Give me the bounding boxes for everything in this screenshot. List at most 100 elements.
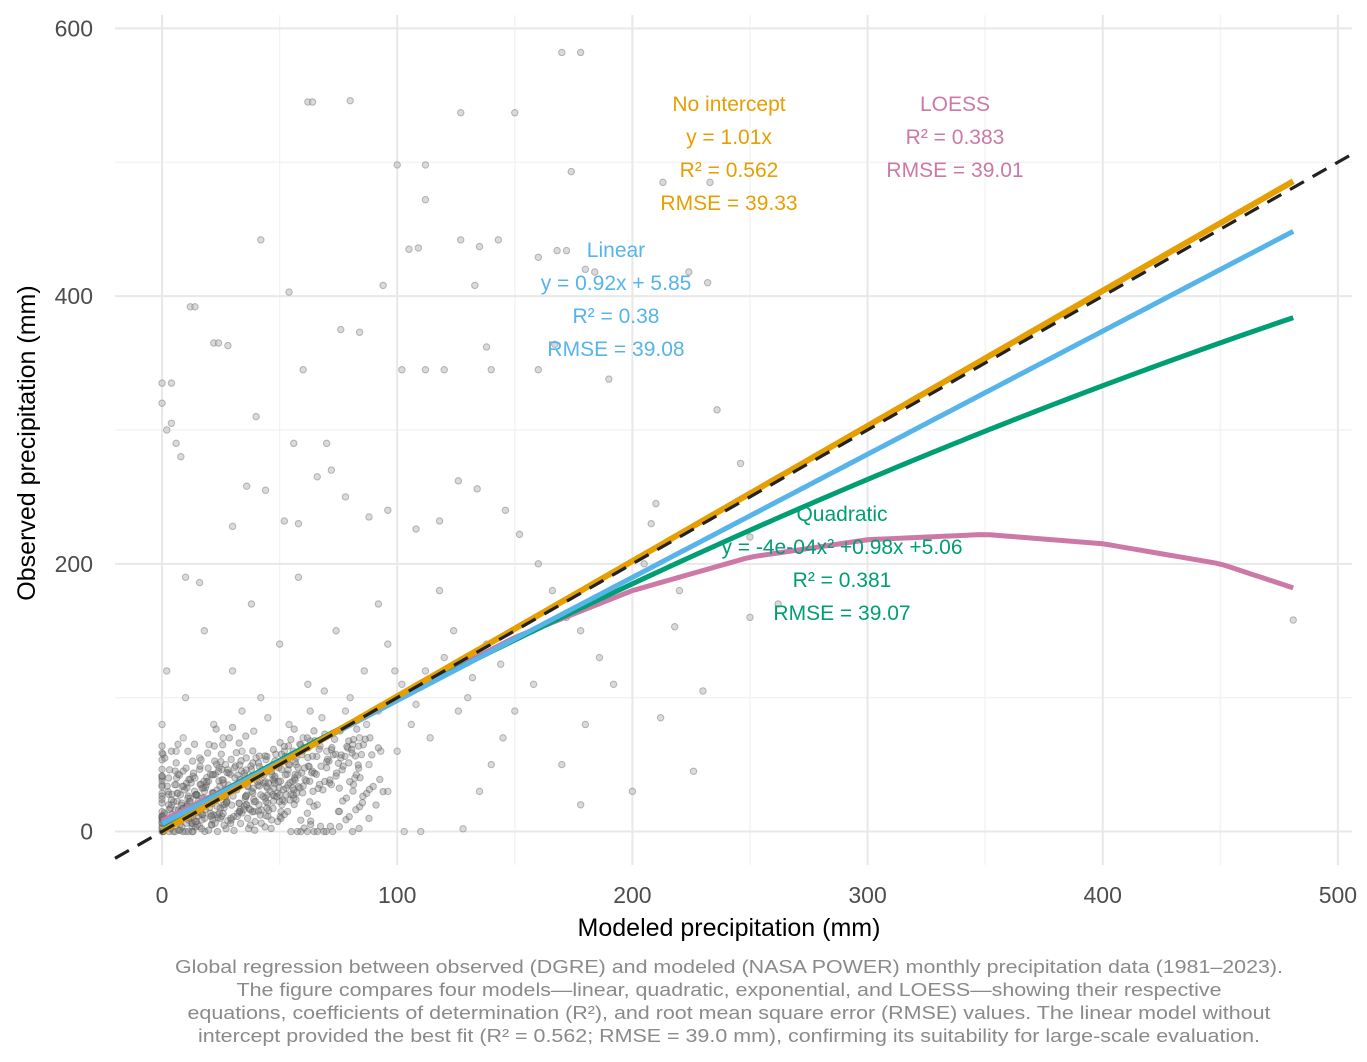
data-point-cloud: [335, 807, 344, 816]
data-point: [581, 265, 590, 274]
data-point-cloud: [264, 799, 272, 807]
data-point-cloud: [277, 808, 285, 816]
data-point-cloud: [227, 814, 235, 822]
data-point-cloud: [210, 811, 218, 819]
data-point-cloud: [305, 762, 313, 771]
data-point: [172, 747, 180, 755]
data-point-cloud: [225, 734, 233, 742]
data-point: [167, 419, 176, 427]
data-point-cloud: [263, 804, 271, 812]
data-point-cloud: [297, 816, 305, 824]
data-point: [703, 279, 712, 287]
data-point: [348, 740, 357, 749]
data-point-cloud: [235, 799, 243, 807]
data-point-cloud: [222, 799, 231, 807]
data-point: [440, 366, 448, 374]
data-point-cloud: [242, 792, 250, 801]
data-point-cloud: [348, 827, 357, 836]
data-point-cloud: [167, 796, 176, 804]
data-point: [250, 727, 258, 735]
data-point-cloud: [306, 777, 314, 785]
data-point-cloud: [290, 725, 298, 733]
data-point: [398, 680, 406, 688]
data-point: [699, 687, 707, 695]
data-point-cloud: [315, 745, 323, 753]
data-point: [398, 366, 406, 374]
data-point-cloud: [196, 762, 204, 770]
data-point: [393, 747, 401, 755]
data-point-cloud: [164, 787, 172, 796]
data-point-cloud: [299, 782, 307, 790]
data-point: [191, 774, 199, 782]
data-point-cloud: [204, 777, 213, 785]
data-point: [656, 714, 665, 722]
data-point-cloud: [327, 746, 336, 754]
data-point: [167, 379, 176, 387]
y-tick-label: 600: [55, 15, 93, 41]
data-point-cloud: [188, 819, 196, 828]
data-point: [337, 325, 345, 334]
data-point: [457, 109, 465, 117]
data-point-cloud: [270, 779, 279, 788]
data-point-cloud: [178, 799, 186, 807]
data-point: [421, 196, 430, 204]
data-point-cloud: [251, 817, 259, 826]
data-point: [746, 613, 754, 622]
data-point: [746, 533, 754, 541]
data-point-cloud: [269, 745, 278, 754]
caption-line-3: equations, coefficients of determination…: [188, 1002, 1271, 1023]
data-point: [567, 167, 575, 176]
data-point-cloud: [201, 827, 209, 836]
data-point-cloud: [244, 824, 253, 833]
data-point-cloud: [354, 761, 362, 769]
data-point-cloud: [251, 797, 260, 806]
data-point-cloud: [158, 772, 166, 780]
data-point-cloud: [208, 770, 217, 779]
data-point-cloud: [297, 827, 305, 836]
data-point-cloud: [332, 769, 341, 777]
data-point-cloud: [250, 798, 258, 806]
data-point: [299, 366, 307, 374]
data-point: [346, 693, 354, 702]
data-point-cloud: [352, 771, 360, 779]
data-point: [224, 341, 232, 350]
data-point-cloud: [339, 762, 347, 770]
data-point: [736, 459, 745, 468]
data-point-cloud: [158, 792, 166, 800]
data-point-cloud: [257, 806, 265, 814]
data-point: [322, 747, 331, 755]
data-point-cloud: [242, 801, 250, 809]
data-point: [327, 466, 336, 474]
data-point: [377, 747, 385, 755]
data-point-cloud: [272, 750, 280, 758]
data-point: [355, 328, 364, 336]
data-point-cloud: [290, 774, 299, 782]
data-point-cloud: [303, 734, 312, 742]
data-point-cloud: [271, 772, 279, 780]
data-point-cloud: [261, 794, 270, 802]
data-point-cloud: [261, 823, 269, 831]
data-point-cloud: [280, 810, 289, 819]
data-point: [652, 499, 660, 508]
data-point-cloud: [235, 739, 243, 747]
data-point: [292, 760, 300, 769]
data-point: [628, 787, 637, 796]
data-point: [214, 339, 223, 347]
data-point-cloud: [315, 780, 324, 789]
x-tick-label: 500: [1319, 882, 1357, 908]
data-point-cloud: [269, 797, 278, 805]
data-point-cloud: [195, 765, 204, 773]
data-point: [264, 714, 272, 722]
data-point-cloud: [369, 782, 377, 791]
data-point-cloud: [190, 740, 199, 748]
data-point: [640, 560, 648, 568]
data-point-cloud: [202, 781, 210, 789]
data-point-cloud: [215, 809, 224, 817]
data-point: [271, 774, 279, 782]
annotation-linear: y = 0.92x + 5.85: [541, 272, 692, 295]
data-point: [384, 787, 392, 796]
data-point-cloud: [211, 770, 219, 778]
data-point-cloud: [284, 781, 292, 789]
data-point: [774, 600, 782, 608]
data-point: [351, 774, 359, 782]
